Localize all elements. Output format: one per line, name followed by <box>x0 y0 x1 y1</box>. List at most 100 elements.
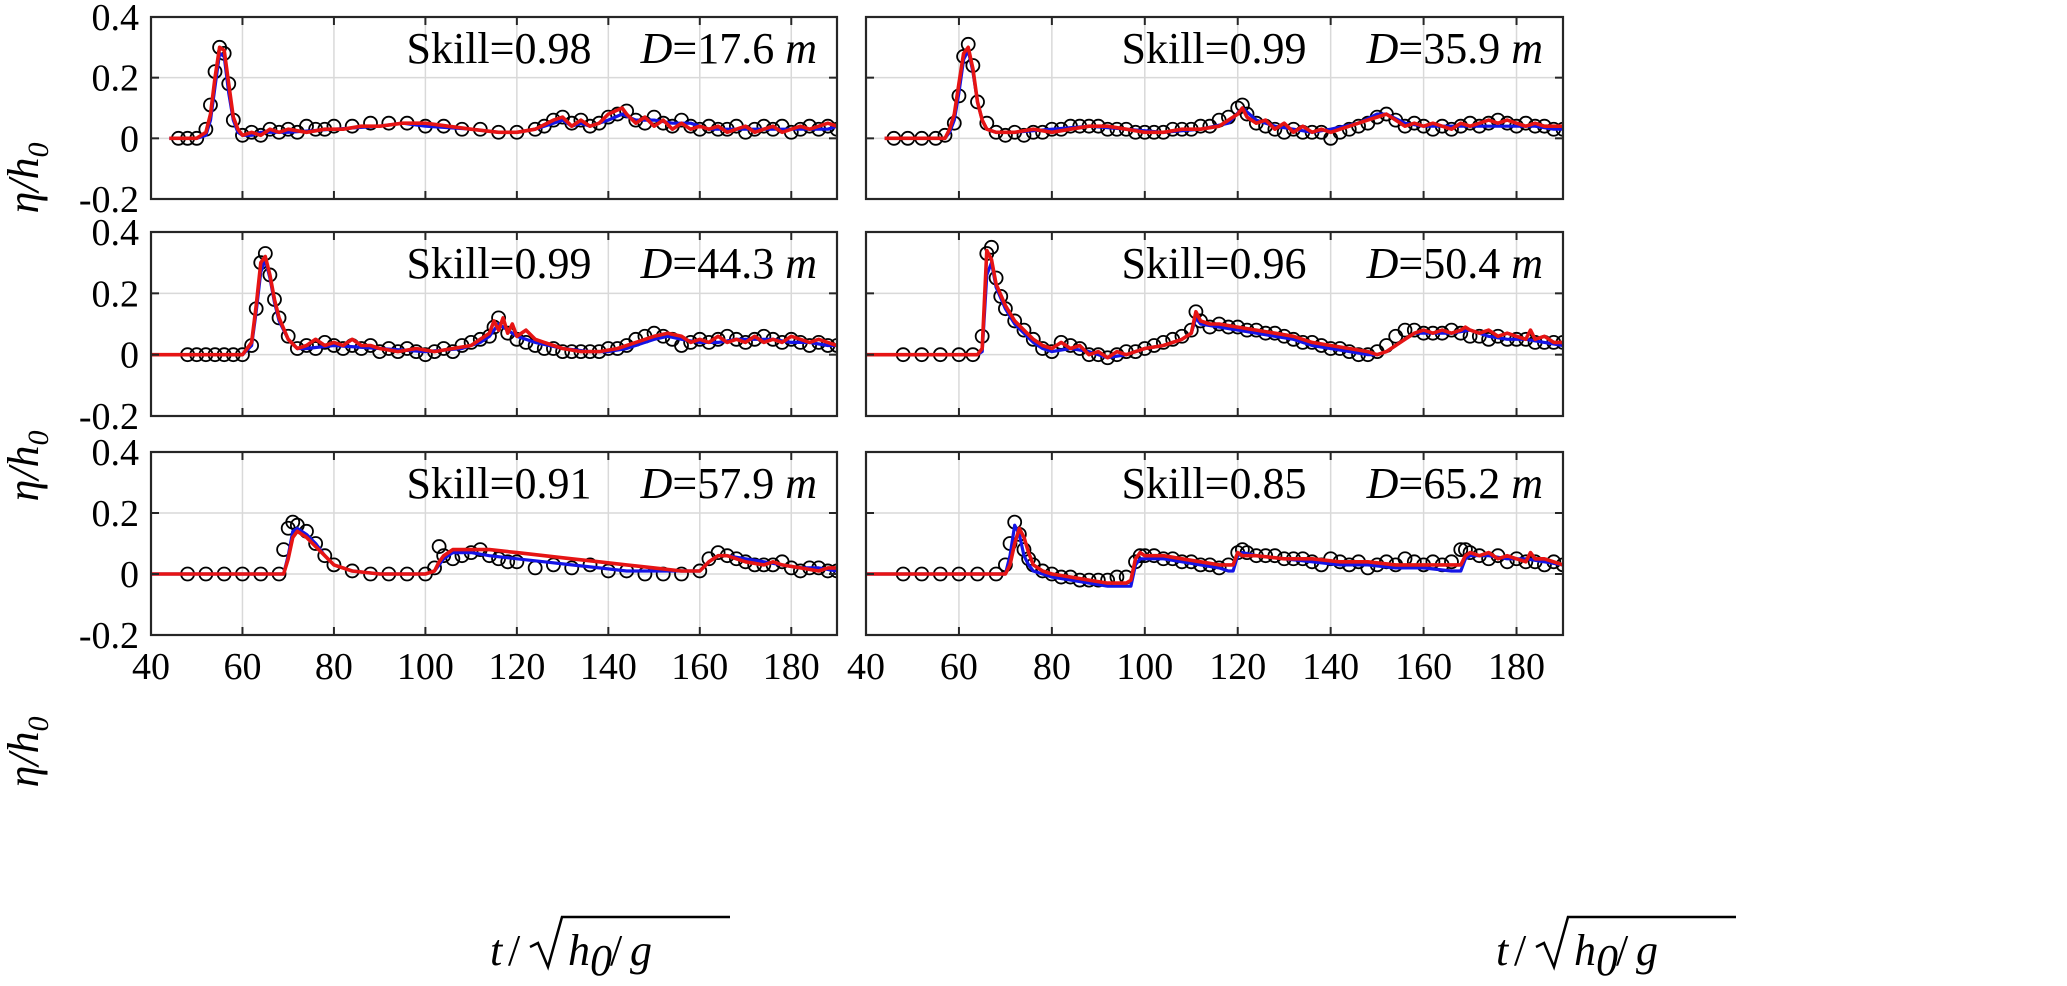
observed-point <box>1444 121 1459 137</box>
observed-point <box>998 127 1013 143</box>
x-tick-label: 80 <box>315 646 353 688</box>
x-label-g-left: g <box>630 926 652 975</box>
depth-annotation: D=57.9 m <box>640 459 817 508</box>
x-tick-label: 180 <box>1488 646 1545 688</box>
x-tick-label: 40 <box>132 646 170 688</box>
observed-point <box>692 331 708 347</box>
observed-point <box>326 557 342 573</box>
y-label-sub-3: 0 <box>22 716 55 731</box>
y-tick-label: 0.4 <box>92 212 140 254</box>
x-label-h-right: h <box>1574 926 1596 975</box>
x-label-t-right: t <box>1496 926 1510 975</box>
observed-point <box>1239 106 1255 122</box>
observed-point <box>262 121 278 137</box>
y-tick-label: -0.2 <box>79 396 139 438</box>
observed-point <box>363 115 378 131</box>
skill-annotation: Skill=0.98 <box>407 24 592 73</box>
series-model-red-line <box>169 45 837 141</box>
depth-annotation: D=17.6 m <box>640 24 817 73</box>
panel-middle-left: -0.2 0 0.2 0.4 Skill=0.99 D=44.3 m <box>79 212 839 438</box>
x-tick-label: 140 <box>580 646 637 688</box>
x-tick-label: 60 <box>223 646 261 688</box>
observed-point <box>1397 322 1413 338</box>
depth-prefix: D <box>640 24 673 73</box>
y-axis-label-row-1: η/h0 <box>0 142 55 213</box>
depth-unit: m <box>1511 239 1543 288</box>
x-label-sqrt-right <box>1535 915 1736 971</box>
depth-annotation: D=44.3 m <box>640 239 817 288</box>
observed-point <box>1481 331 1497 347</box>
observed-point <box>802 338 817 353</box>
observed-point <box>1444 554 1459 570</box>
observed-point <box>308 536 324 551</box>
x-tick-label: 180 <box>763 646 820 688</box>
observed-point <box>427 560 442 576</box>
x-tick-label: 100 <box>1116 646 1173 688</box>
depth-prefix: D <box>1366 459 1399 508</box>
skill-annotation: Skill=0.99 <box>407 239 592 288</box>
x-tick-label: 160 <box>1395 646 1452 688</box>
depth-value: =50.4 <box>1398 239 1511 288</box>
depth-annotation: D=50.4 m <box>1366 239 1543 288</box>
observed-point <box>299 338 314 353</box>
y-tick-label: 0.4 <box>92 432 140 474</box>
observed-point <box>1007 313 1023 329</box>
depth-prefix: D <box>1366 24 1399 73</box>
y-label-sub-2: 0 <box>22 430 55 445</box>
depth-prefix: D <box>1366 239 1399 288</box>
x-tick-label: 60 <box>940 646 978 688</box>
observed-point <box>1016 127 1032 143</box>
observed-point <box>326 118 342 134</box>
observed-point <box>582 118 598 134</box>
x-label-slash2-right: / <box>1616 926 1629 975</box>
plot-area <box>866 17 1563 199</box>
x-tick-label: 40 <box>847 646 885 688</box>
observed-point <box>555 344 570 360</box>
series-model-red-line <box>884 45 1563 141</box>
x-label-h-sub-right: 0 <box>1596 936 1618 985</box>
series-model-red-line <box>151 254 837 357</box>
axes-frame <box>149 15 839 201</box>
axes-frame <box>149 230 839 418</box>
series-model-red-line <box>151 529 837 576</box>
observed-point <box>738 334 753 350</box>
y-tick-label: -0.2 <box>79 615 139 657</box>
observed-point <box>674 566 689 582</box>
skill-annotation: Skill=0.99 <box>1122 24 1307 73</box>
panel-top-left: -0.2 0 0.2 0.4 Skill=0.98 D=17.6 m <box>79 0 839 221</box>
y-label-text-3: η/h <box>0 731 48 787</box>
observed-point <box>335 341 351 356</box>
observed-point <box>417 347 433 363</box>
series-group <box>866 239 1563 366</box>
x-label-slash2-left: / <box>610 926 623 975</box>
x-tick-label: 80 <box>1033 646 1071 688</box>
depth-unit: m <box>785 239 817 288</box>
observed-point <box>937 127 953 143</box>
depth-unit: m <box>785 459 817 508</box>
plot-area <box>151 17 837 199</box>
x-tick-label: 120 <box>488 646 545 688</box>
y-tick-label: 0.2 <box>92 273 140 315</box>
observed-point <box>993 288 1009 304</box>
observed-point <box>793 563 808 579</box>
axes-frame <box>864 230 1565 418</box>
x-tick-label: 120 <box>1209 646 1266 688</box>
svg-text:η/h0: η/h0 <box>0 430 55 501</box>
observed-point <box>1462 545 1478 561</box>
observed-point <box>564 560 580 576</box>
y-tick-label: 0 <box>120 118 139 160</box>
x-label-g-right: g <box>1636 926 1658 975</box>
observed-point <box>431 539 447 554</box>
skill-annotation: Skill=0.96 <box>1122 239 1307 288</box>
y-tick-label: 0.2 <box>92 58 140 100</box>
depth-value: =65.2 <box>1398 459 1511 508</box>
x-axis-label-left: t / h 0 / g <box>490 915 730 985</box>
y-axis-label-row-3: η/h0 <box>0 716 55 787</box>
observed-point <box>317 548 333 564</box>
panel-middle-right: Skill=0.96 D=50.4 m <box>864 230 1565 418</box>
depth-value: =44.3 <box>672 239 785 288</box>
observed-point <box>1518 554 1534 570</box>
x-label-h-left: h <box>568 926 590 975</box>
series-model-blue-line <box>866 523 1563 588</box>
observed-point <box>1016 322 1032 338</box>
